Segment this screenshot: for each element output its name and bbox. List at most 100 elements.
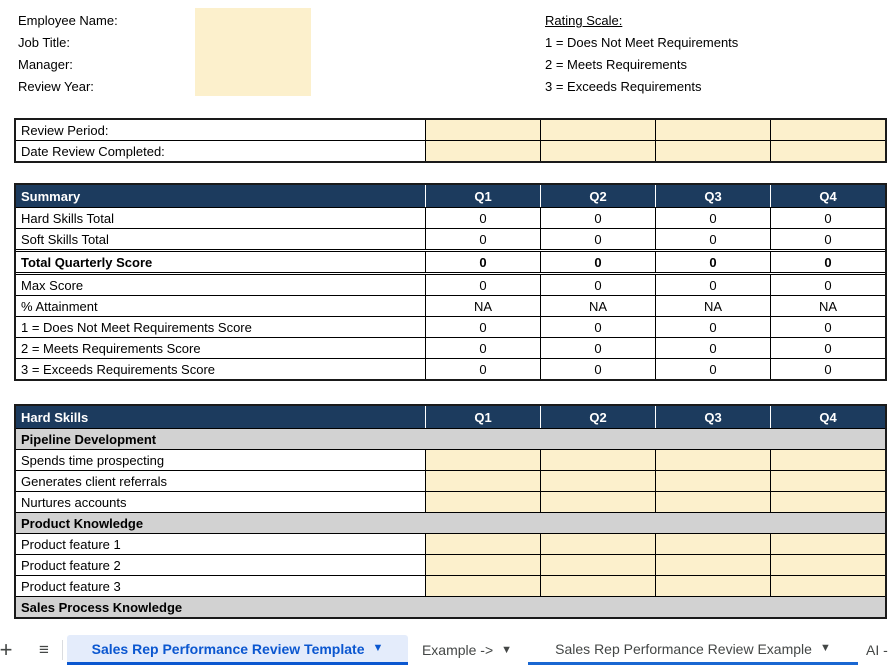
- skill-q1-input-cell[interactable]: [425, 576, 540, 596]
- value-cell[interactable]: 0: [425, 252, 540, 272]
- sheet-tab-example-arrow[interactable]: Example -> ▼: [412, 635, 522, 665]
- skill-q2-input-cell[interactable]: [540, 534, 655, 554]
- value-cell[interactable]: 0: [425, 229, 540, 249]
- row-label-cell[interactable]: Soft Skills Total: [21, 232, 109, 247]
- chevron-down-icon[interactable]: ▼: [372, 642, 384, 654]
- q3-header-cell[interactable]: Q3: [655, 406, 770, 428]
- row-label-cell[interactable]: Total Quarterly Score: [21, 255, 153, 270]
- value-cell[interactable]: NA: [425, 296, 540, 316]
- value-cell[interactable]: 0: [655, 338, 770, 358]
- value-cell[interactable]: 0: [655, 208, 770, 228]
- skill-q3-input-cell[interactable]: [655, 555, 770, 575]
- value-cell[interactable]: 0: [540, 229, 655, 249]
- row-label-cell[interactable]: % Attainment: [21, 299, 98, 314]
- review-period-q2-cell[interactable]: [540, 120, 655, 140]
- skill-q2-input-cell[interactable]: [540, 492, 655, 512]
- value-cell[interactable]: 0: [425, 275, 540, 295]
- value-cell[interactable]: 0: [425, 338, 540, 358]
- skill-q1-input-cell[interactable]: [425, 492, 540, 512]
- row-label-cell[interactable]: 2 = Meets Requirements Score: [21, 341, 201, 356]
- review-period-q1-cell[interactable]: [425, 120, 540, 140]
- row-label-cell[interactable]: Hard Skills Total: [21, 211, 114, 226]
- value-cell[interactable]: 0: [540, 275, 655, 295]
- q3-header-cell[interactable]: Q3: [655, 185, 770, 207]
- chevron-down-icon[interactable]: ▼: [819, 642, 831, 654]
- skill-q2-input-cell[interactable]: [540, 576, 655, 596]
- all-sheets-menu-icon[interactable]: ≡: [39, 640, 49, 659]
- skill-label-cell[interactable]: Product feature 1: [21, 537, 121, 552]
- value-cell[interactable]: 0: [770, 252, 885, 272]
- skill-q1-input-cell[interactable]: [425, 450, 540, 470]
- review-period-q4-cell[interactable]: [770, 120, 885, 140]
- sheet-tab-ai[interactable]: AI -: [858, 635, 895, 665]
- skill-q4-input-cell[interactable]: [770, 492, 885, 512]
- value-cell[interactable]: 0: [425, 317, 540, 337]
- value-cell[interactable]: 0: [770, 229, 885, 249]
- skill-q3-input-cell[interactable]: [655, 471, 770, 491]
- q2-header-cell[interactable]: Q2: [540, 406, 655, 428]
- skill-q3-input-cell[interactable]: [655, 450, 770, 470]
- value-cell[interactable]: NA: [770, 296, 885, 316]
- q2-header-cell[interactable]: Q2: [540, 185, 655, 207]
- date-completed-q2-cell[interactable]: [540, 141, 655, 161]
- skill-q1-input-cell[interactable]: [425, 534, 540, 554]
- skill-q2-input-cell[interactable]: [540, 555, 655, 575]
- skill-label-cell[interactable]: Nurtures accounts: [21, 495, 127, 510]
- value-cell[interactable]: 0: [770, 317, 885, 337]
- value-cell[interactable]: 0: [540, 252, 655, 272]
- skill-q4-input-cell[interactable]: [770, 450, 885, 470]
- value-cell[interactable]: 0: [655, 359, 770, 379]
- skill-q4-input-cell[interactable]: [770, 576, 885, 596]
- add-sheet-icon[interactable]: +: [0, 637, 13, 662]
- q1-header-cell[interactable]: Q1: [425, 406, 540, 428]
- value-cell[interactable]: 0: [540, 338, 655, 358]
- value-cell[interactable]: NA: [540, 296, 655, 316]
- skill-q4-input-cell[interactable]: [770, 471, 885, 491]
- skill-q1-input-cell[interactable]: [425, 471, 540, 491]
- skill-label-cell[interactable]: Spends time prospecting: [21, 453, 165, 468]
- value-cell[interactable]: 0: [655, 252, 770, 272]
- skill-q3-input-cell[interactable]: [655, 534, 770, 554]
- value-cell[interactable]: 0: [425, 208, 540, 228]
- skill-label-cell[interactable]: Generates client referrals: [21, 474, 167, 489]
- skill-q3-input-cell[interactable]: [655, 492, 770, 512]
- skill-label-cell[interactable]: Product feature 3: [21, 579, 121, 594]
- row-label-cell[interactable]: Max Score: [21, 278, 84, 293]
- skill-q2-input-cell[interactable]: [540, 450, 655, 470]
- date-completed-q1-cell[interactable]: [425, 141, 540, 161]
- value-cell[interactable]: NA: [655, 296, 770, 316]
- date-completed-q3-cell[interactable]: [655, 141, 770, 161]
- value-cell[interactable]: 0: [425, 359, 540, 379]
- section-label-cell[interactable]: Pipeline Development: [16, 429, 885, 449]
- value-cell[interactable]: 0: [770, 275, 885, 295]
- employee-info-input-cells[interactable]: [195, 8, 311, 96]
- row-label-cell[interactable]: 3 = Exceeds Requirements Score: [21, 362, 216, 377]
- value-cell[interactable]: 0: [655, 275, 770, 295]
- sheet-tab-template[interactable]: Sales Rep Performance Review Template ▼: [67, 635, 408, 665]
- value-cell[interactable]: 0: [540, 359, 655, 379]
- value-cell[interactable]: 0: [770, 359, 885, 379]
- skill-label-cell[interactable]: Product feature 2: [21, 558, 121, 573]
- review-period-q3-cell[interactable]: [655, 120, 770, 140]
- skill-q4-input-cell[interactable]: [770, 534, 885, 554]
- q4-header-cell[interactable]: Q4: [770, 185, 885, 207]
- value-cell[interactable]: 0: [655, 229, 770, 249]
- section-label-cell[interactable]: Product Knowledge: [16, 513, 885, 533]
- sheet-tab-review-example[interactable]: Sales Rep Performance Review Example ▼: [528, 635, 858, 665]
- value-cell[interactable]: 0: [540, 317, 655, 337]
- skill-q3-input-cell[interactable]: [655, 576, 770, 596]
- date-review-completed-label-cell[interactable]: Date Review Completed:: [21, 144, 165, 159]
- value-cell[interactable]: 0: [540, 208, 655, 228]
- value-cell[interactable]: 0: [655, 317, 770, 337]
- date-completed-q4-cell[interactable]: [770, 141, 885, 161]
- hard-skills-title-cell[interactable]: Hard Skills: [21, 410, 89, 425]
- row-label-cell[interactable]: 1 = Does Not Meet Requirements Score: [21, 320, 252, 335]
- value-cell[interactable]: 0: [770, 338, 885, 358]
- q1-header-cell[interactable]: Q1: [425, 185, 540, 207]
- value-cell[interactable]: 0: [770, 208, 885, 228]
- q4-header-cell[interactable]: Q4: [770, 406, 885, 428]
- skill-q4-input-cell[interactable]: [770, 555, 885, 575]
- skill-q2-input-cell[interactable]: [540, 471, 655, 491]
- chevron-down-icon[interactable]: ▼: [501, 643, 513, 656]
- summary-title-cell[interactable]: Summary: [21, 189, 81, 204]
